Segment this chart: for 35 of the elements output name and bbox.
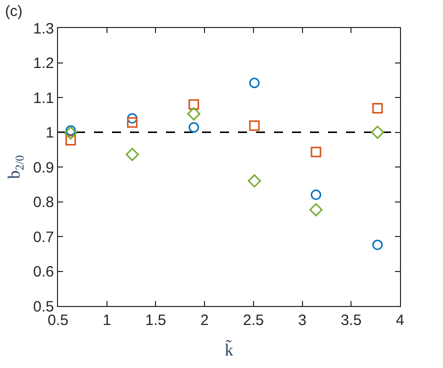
y-tick-label: 1.2 <box>33 55 54 72</box>
point <box>64 126 78 140</box>
chart-title: (c) <box>5 3 22 20</box>
point <box>248 174 262 188</box>
y-tick-label: 0.6 <box>33 264 54 280</box>
point <box>187 107 200 120</box>
y-tick-label: 1.3 <box>33 20 54 38</box>
point <box>188 99 200 110</box>
x-tick-label: 4 <box>396 312 404 329</box>
x-tick-label: 3.5 <box>340 312 362 329</box>
point <box>372 240 383 250</box>
point <box>372 103 383 114</box>
point <box>310 146 322 158</box>
point <box>127 113 138 124</box>
y-tick-label: 1 <box>46 124 54 142</box>
point <box>309 203 323 216</box>
y-tick-label: 1.1 <box>33 90 54 107</box>
point <box>126 148 139 162</box>
x-tick-label: 3 <box>298 312 306 329</box>
y-tick-label: 0.9 <box>33 159 54 176</box>
point <box>370 126 384 139</box>
point <box>310 190 322 200</box>
x-tick-label: 1.5 <box>145 312 166 329</box>
y-tick-label: 0.7 <box>33 228 54 246</box>
x-tick-label: 2.5 <box>243 312 264 329</box>
x-tick-label: 2 <box>200 312 209 329</box>
x-axis-title: k̃ <box>224 339 234 360</box>
point <box>65 125 76 136</box>
point <box>127 117 138 128</box>
point <box>249 120 260 131</box>
y-tick-label: 0.8 <box>33 194 54 211</box>
point <box>249 78 260 88</box>
point <box>65 134 76 146</box>
x-tick-label: 1 <box>102 312 112 329</box>
point <box>188 122 200 133</box>
